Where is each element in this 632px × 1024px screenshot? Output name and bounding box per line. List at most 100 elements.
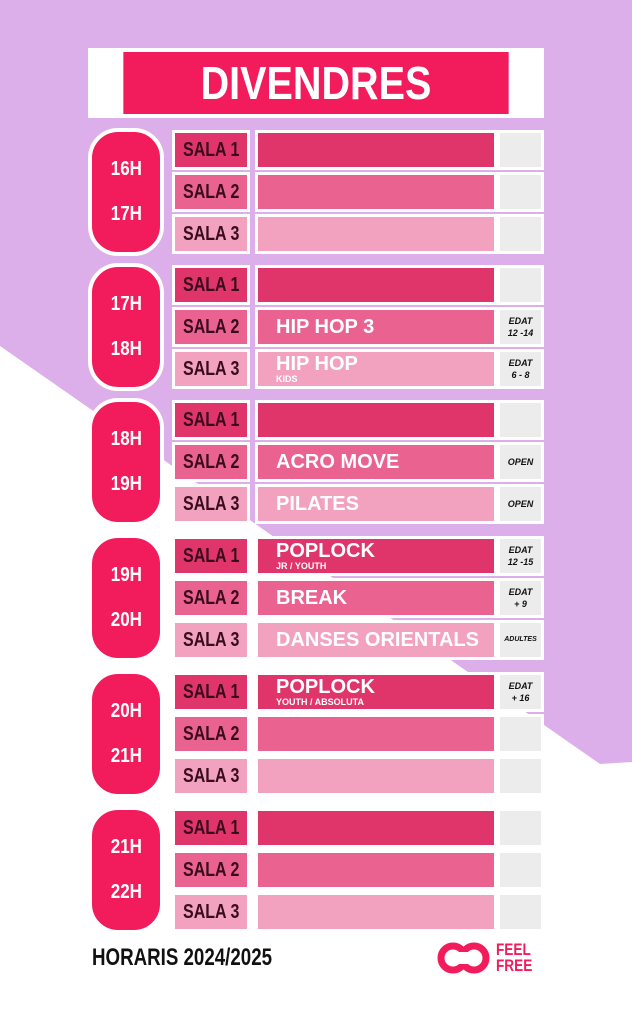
class-cell: HIP HOP KIDS <box>255 349 497 389</box>
schedule-row: SALA 3 DANSES ORIENTALS ADULTES <box>172 620 544 660</box>
schedule-row: SALA 2 <box>172 850 544 890</box>
footer-season-label: HORARIS 2024/2025 <box>92 944 273 971</box>
schedule-row: SALA 2 <box>172 172 544 212</box>
room-label: SALA 2 <box>172 172 250 212</box>
start-time: 20H <box>110 700 142 722</box>
class-cell <box>255 172 497 212</box>
age-tag <box>497 265 544 305</box>
schedule-row: SALA 2 HIP HOP 3 EDAT 12 -14 <box>172 307 544 347</box>
room-label: SALA 1 <box>172 536 250 576</box>
logo-wordmark: FEEL FREE <box>496 940 533 975</box>
room-label: SALA 3 <box>172 620 250 660</box>
time-block-1: 17H 18H SALA 1 SALA 2 HIP HOP 3 EDAT 12 -… <box>88 263 544 391</box>
start-time: 19H <box>110 564 142 586</box>
age-tag <box>497 808 544 848</box>
age-tag: OPEN <box>497 484 544 524</box>
age-tag <box>497 214 544 254</box>
time-pill: 18H 19H <box>88 398 164 526</box>
end-time: 22H <box>110 881 142 903</box>
room-label: SALA 3 <box>172 214 250 254</box>
schedule-row: SALA 1 POPLOCK JR / YOUTH EDAT 12 -15 <box>172 536 544 576</box>
room-label: SALA 3 <box>172 484 250 524</box>
age-tag <box>497 400 544 440</box>
room-label: SALA 1 <box>172 265 250 305</box>
age-tag <box>497 892 544 932</box>
class-cell: PILATES <box>255 484 497 524</box>
class-cell: DANSES ORIENTALS <box>255 620 497 660</box>
end-time: 18H <box>110 338 142 360</box>
age-tag: EDAT 12 -15 <box>497 536 544 576</box>
feel-free-logo: FEEL FREE <box>436 938 548 978</box>
class-cell: POPLOCK JR / YOUTH <box>255 536 497 576</box>
schedule-row: SALA 3 <box>172 756 544 796</box>
title-banner: DIVENDRES <box>88 48 544 118</box>
time-block-3: 19H 20H SALA 1 POPLOCK JR / YOUTH EDAT 12 … <box>88 534 544 662</box>
age-tag: EDAT + 16 <box>497 672 544 712</box>
schedule-row: SALA 3 <box>172 214 544 254</box>
room-label: SALA 1 <box>172 672 250 712</box>
schedule-row: SALA 1 <box>172 400 544 440</box>
start-time: 21H <box>110 836 142 858</box>
age-tag: ADULTES <box>497 620 544 660</box>
end-time: 21H <box>110 745 142 767</box>
class-cell: BREAK <box>255 578 497 618</box>
class-cell <box>255 892 497 932</box>
time-block-0: 16H 17H SALA 1 SALA 2 SALA 3 <box>88 128 544 256</box>
room-label: SALA 3 <box>172 756 250 796</box>
class-cell: POPLOCK YOUTH / ABSOLUTA <box>255 672 497 712</box>
age-tag: EDAT 6 - 8 <box>497 349 544 389</box>
class-cell <box>255 850 497 890</box>
schedule-row: SALA 2 BREAK EDAT + 9 <box>172 578 544 618</box>
page-title: DIVENDRES <box>123 52 509 114</box>
time-block-2: 18H 19H SALA 1 SALA 2 ACRO MOVE OPEN SAL… <box>88 398 544 526</box>
time-pill: 16H 17H <box>88 128 164 256</box>
start-time: 17H <box>110 293 142 315</box>
start-time: 16H <box>110 158 142 180</box>
schedule-row: SALA 3 <box>172 892 544 932</box>
schedule-row: SALA 1 <box>172 130 544 170</box>
room-label: SALA 2 <box>172 850 250 890</box>
schedule-row: SALA 1 POPLOCK YOUTH / ABSOLUTA EDAT + 16 <box>172 672 544 712</box>
room-label: SALA 3 <box>172 349 250 389</box>
schedule-row: SALA 3 HIP HOP KIDS EDAT 6 - 8 <box>172 349 544 389</box>
age-tag: EDAT + 9 <box>497 578 544 618</box>
room-label: SALA 2 <box>172 442 250 482</box>
class-cell <box>255 400 497 440</box>
schedule-row: SALA 2 ACRO MOVE OPEN <box>172 442 544 482</box>
class-cell <box>255 756 497 796</box>
room-label: SALA 2 <box>172 578 250 618</box>
age-tag <box>497 714 544 754</box>
class-cell <box>255 265 497 305</box>
time-block-4: 20H 21H SALA 1 POPLOCK YOUTH / ABSOLUTA E… <box>88 670 544 798</box>
start-time: 18H <box>110 428 142 450</box>
class-cell <box>255 130 497 170</box>
class-cell <box>255 214 497 254</box>
time-pill: 19H 20H <box>88 534 164 662</box>
room-label: SALA 2 <box>172 714 250 754</box>
time-pill: 17H 18H <box>88 263 164 391</box>
age-tag <box>497 172 544 212</box>
end-time: 20H <box>110 609 142 631</box>
time-pill: 21H 22H <box>88 806 164 934</box>
room-label: SALA 2 <box>172 307 250 347</box>
time-pill: 20H 21H <box>88 670 164 798</box>
class-cell: ACRO MOVE <box>255 442 497 482</box>
age-tag <box>497 756 544 796</box>
end-time: 19H <box>110 473 142 495</box>
room-label: SALA 3 <box>172 892 250 932</box>
room-label: SALA 1 <box>172 130 250 170</box>
class-cell <box>255 714 497 754</box>
age-tag <box>497 130 544 170</box>
schedule-row: SALA 1 <box>172 808 544 848</box>
class-cell <box>255 808 497 848</box>
age-tag: EDAT 12 -14 <box>497 307 544 347</box>
room-label: SALA 1 <box>172 400 250 440</box>
schedule-row: SALA 2 <box>172 714 544 754</box>
schedule-row: SALA 1 <box>172 265 544 305</box>
age-tag <box>497 850 544 890</box>
schedule-row: SALA 3 PILATES OPEN <box>172 484 544 524</box>
room-label: SALA 1 <box>172 808 250 848</box>
class-cell: HIP HOP 3 <box>255 307 497 347</box>
time-block-5: 21H 22H SALA 1 SALA 2 SALA 3 <box>88 806 544 934</box>
end-time: 17H <box>110 203 142 225</box>
